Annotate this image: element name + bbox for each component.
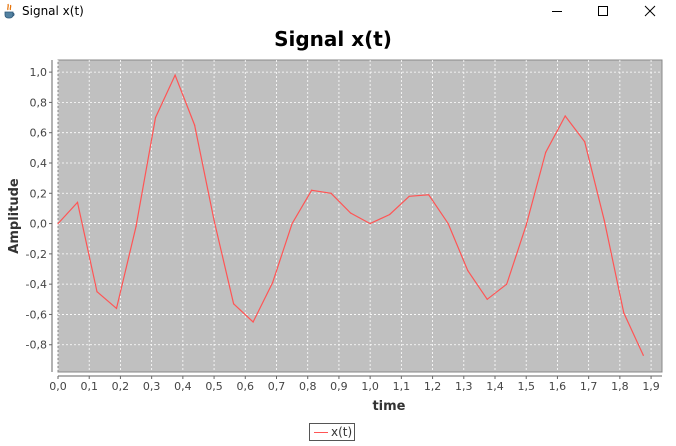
y-tick-label: 0,2 (30, 187, 48, 200)
x-tick-label: 1,2 (424, 380, 442, 393)
data-point (506, 283, 508, 285)
x-tick-label: 0,1 (80, 380, 98, 393)
data-point (389, 213, 391, 216)
x-tick-label: 1,9 (642, 380, 660, 393)
x-tick-label: 0,9 (330, 380, 348, 393)
data-point (232, 303, 235, 305)
x-tick-label: 1,1 (393, 380, 411, 393)
data-point (330, 192, 332, 194)
y-axis-label: Amplitude (7, 178, 22, 254)
data-point (545, 151, 547, 153)
y-tick-label: 0,8 (30, 96, 48, 109)
data-point (311, 189, 313, 191)
x-tick-label: 0,8 (299, 380, 317, 393)
data-point (525, 224, 527, 226)
y-tick-label: -0,8 (26, 339, 47, 352)
x-tick-label: 1,4 (486, 380, 504, 393)
close-icon (644, 5, 656, 17)
legend-swatch (314, 431, 328, 433)
window-title: Signal x(t) (22, 4, 84, 18)
data-point (447, 222, 449, 225)
data-point (252, 321, 254, 323)
x-tick-label: 1,6 (549, 380, 567, 393)
x-tick-label: 1,5 (517, 380, 535, 393)
x-tick-label: 0,6 (237, 380, 255, 393)
chart-title: Signal x(t) (274, 27, 392, 51)
maximize-icon (598, 6, 608, 16)
y-tick-label: -0,6 (26, 308, 47, 321)
x-tick-label: 0,5 (205, 380, 223, 393)
data-point (213, 219, 215, 222)
data-point (291, 222, 293, 225)
data-point (603, 219, 605, 222)
x-tick-label: 0,3 (143, 380, 161, 393)
data-point (428, 194, 430, 196)
y-tick-label: 0,0 (30, 218, 48, 231)
y-tick-label: 1,0 (30, 66, 48, 79)
title-bar[interactable]: Signal x(t) (0, 0, 676, 22)
x-axis-label: time (372, 399, 405, 414)
data-point (193, 124, 196, 126)
maximize-button[interactable] (580, 0, 626, 22)
x-tick-label: 1,7 (580, 380, 598, 393)
data-point (174, 74, 176, 76)
data-point (408, 195, 410, 197)
data-point (369, 222, 371, 225)
data-point (154, 116, 157, 119)
data-point (115, 307, 118, 309)
data-point (623, 312, 625, 314)
close-button[interactable] (627, 0, 673, 22)
data-point (76, 201, 79, 203)
x-tick-label: 0,2 (112, 380, 130, 393)
x-tick-label: 0,7 (268, 380, 286, 393)
y-tick-label: -0,2 (26, 248, 47, 261)
x-tick-label: 0,4 (174, 380, 192, 393)
data-point (96, 291, 98, 293)
y-tick-label: 0,6 (30, 127, 48, 140)
x-tick-label: 1,3 (455, 380, 473, 393)
plot-area (57, 59, 663, 373)
y-tick-label: 0,4 (30, 157, 48, 170)
data-point (486, 298, 488, 300)
data-point (135, 226, 137, 228)
x-tick-label: 1,0 (361, 380, 379, 393)
chart-legend: x(t) (309, 423, 355, 441)
data-point (584, 141, 586, 143)
y-tick-label: -0,4 (26, 278, 47, 291)
legend-label: x(t) (331, 425, 353, 439)
data-point (350, 212, 352, 214)
x-tick-label: 1,8 (611, 380, 629, 393)
data-point (642, 354, 644, 356)
java-coffee-icon[interactable] (2, 3, 18, 19)
minimize-button[interactable] (534, 0, 580, 22)
x-tick-label: 0,0 (49, 380, 67, 393)
data-point (271, 282, 274, 284)
data-point (467, 269, 469, 272)
data-point (57, 222, 59, 225)
minimize-icon (552, 11, 562, 12)
data-point (564, 115, 566, 117)
